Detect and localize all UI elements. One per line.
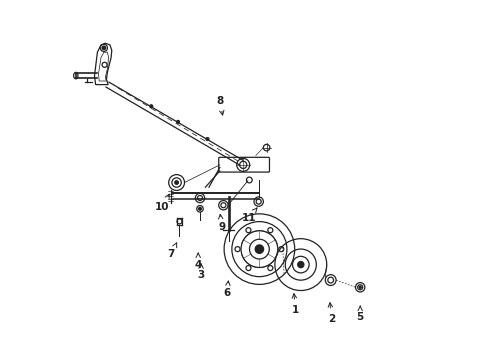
Text: 6: 6 <box>223 281 231 298</box>
Circle shape <box>359 286 361 288</box>
Text: 4: 4 <box>195 253 202 270</box>
Circle shape <box>102 46 106 50</box>
Text: 1: 1 <box>292 294 299 315</box>
Text: 3: 3 <box>197 264 205 280</box>
Text: 2: 2 <box>328 303 335 324</box>
Circle shape <box>298 261 304 268</box>
Text: 9: 9 <box>218 215 225 232</box>
Circle shape <box>255 245 264 253</box>
Text: 7: 7 <box>168 243 177 259</box>
Text: 5: 5 <box>357 306 364 322</box>
Text: 11: 11 <box>242 208 257 223</box>
Circle shape <box>206 138 209 140</box>
Circle shape <box>175 181 178 184</box>
Circle shape <box>198 207 201 210</box>
Text: 10: 10 <box>155 194 170 212</box>
Circle shape <box>176 120 179 123</box>
Circle shape <box>150 105 153 108</box>
Text: 8: 8 <box>216 96 224 115</box>
